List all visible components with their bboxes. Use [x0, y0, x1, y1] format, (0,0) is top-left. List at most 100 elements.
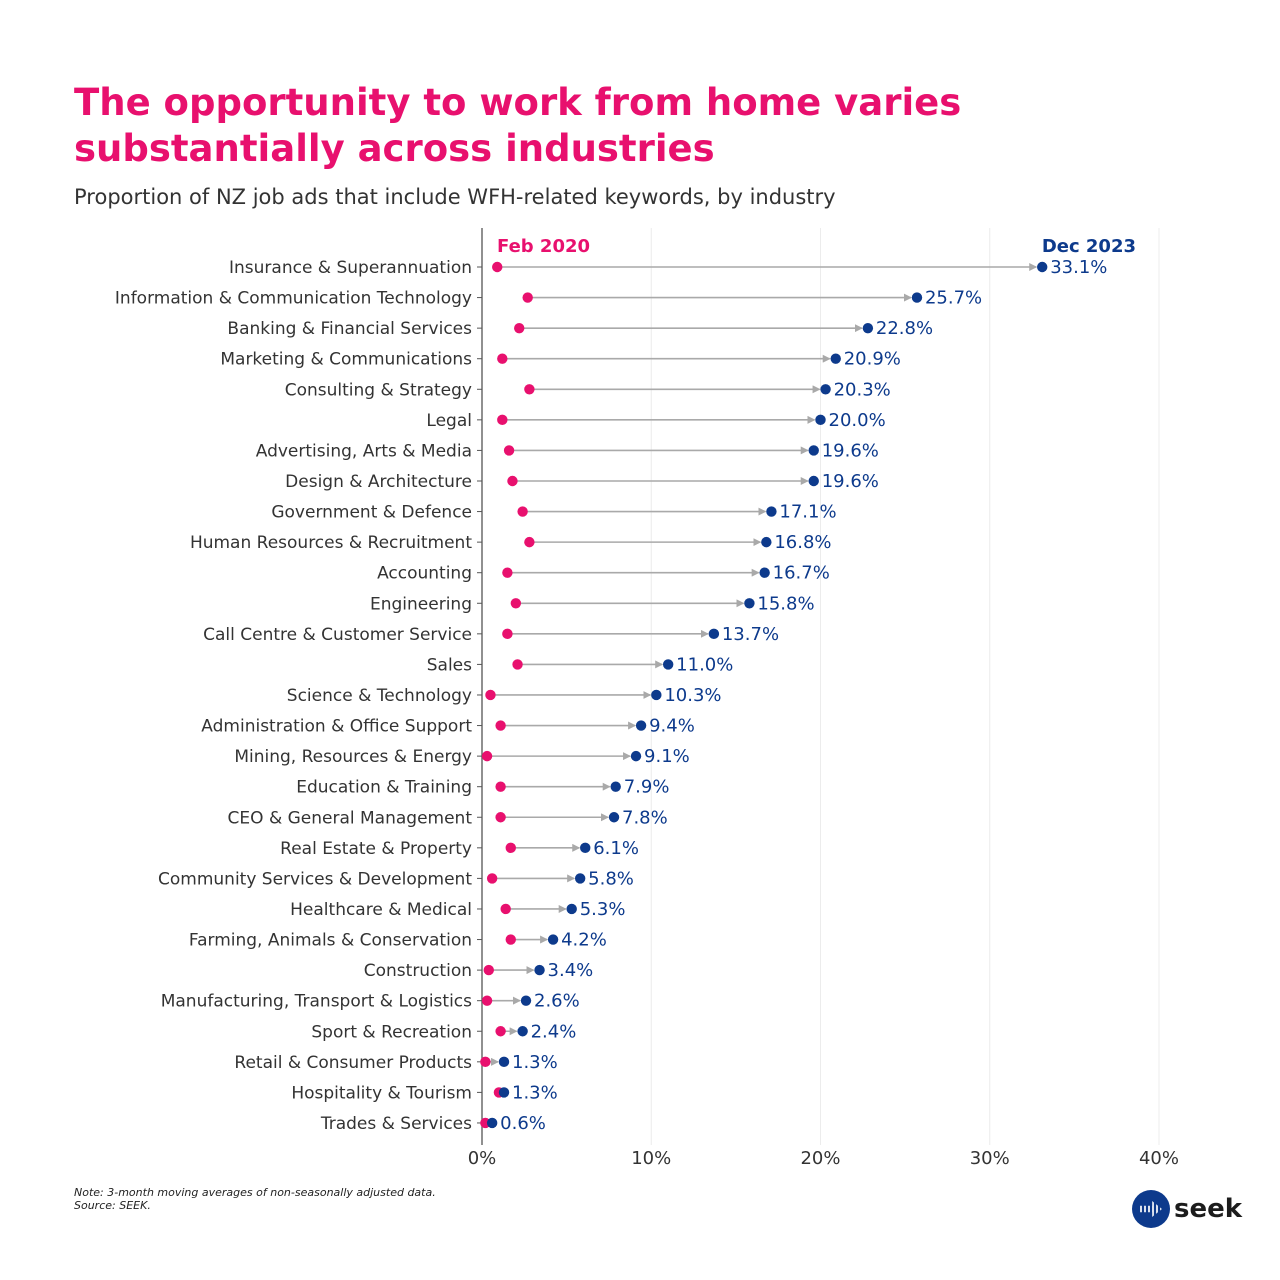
dec-2023-point [580, 842, 591, 854]
dec-2023-value-label: 9.1% [644, 746, 690, 767]
feb-2020-point [500, 903, 511, 915]
feb-2020-point [485, 689, 496, 701]
dec-2023-value-label: 10.3% [664, 685, 721, 706]
dec-2023-point [815, 414, 826, 426]
x-tick-label: 40% [1139, 1148, 1179, 1169]
category-label: Retail & Consumer Products [234, 1053, 472, 1073]
x-tick-label: 30% [970, 1148, 1010, 1169]
feb-2020-point [507, 475, 518, 487]
category-label: Marketing & Communications [220, 350, 472, 370]
dec-2023-point [547, 934, 559, 945]
dec-2023-point [651, 689, 662, 701]
dec-2023-value-label: 3.4% [548, 960, 594, 981]
dec-2023-value-label: 5.3% [580, 899, 626, 920]
category-label: Advertising, Arts & Media [256, 441, 472, 461]
feb-2020-point [495, 1026, 506, 1037]
category-label: Farming, Animals & Conservation [189, 931, 472, 951]
dec-2023-value-label: 7.9% [624, 777, 670, 798]
category-label: Mining, Resources & Energy [234, 747, 472, 767]
feb-2020-point [481, 750, 493, 762]
x-tick-label: 10% [631, 1148, 671, 1169]
source-text: Source: SEEK. [74, 1199, 151, 1212]
dec-2023-value-label: 16.7% [773, 563, 830, 584]
dec-2023-value-label: 4.2% [561, 930, 607, 951]
dec-2023-value-label: 1.3% [512, 1052, 558, 1073]
legend-feb-2020: Feb 2020 [497, 236, 590, 257]
dec-2023-point [574, 873, 586, 884]
footnote: Note: 3-month moving averages of non-sea… [74, 1186, 436, 1212]
feb-2020-point [514, 322, 525, 334]
dec-2023-point [517, 1026, 528, 1037]
category-label: Banking & Financial Services [227, 319, 472, 339]
feb-2020-point [497, 353, 508, 364]
dec-2023-value-label: 11.0% [676, 654, 733, 675]
dec-2023-point [635, 720, 647, 731]
dec-2023-point [911, 292, 923, 303]
dec-2023-point [608, 812, 620, 823]
category-label: Accounting [377, 564, 472, 584]
dec-2023-point [759, 567, 770, 578]
dec-2023-value-label: 20.9% [844, 349, 901, 370]
category-label: CEO & General Management [228, 808, 473, 828]
dec-2023-point [520, 995, 532, 1006]
category-label: Healthcare & Medical [290, 900, 472, 920]
category-label: Community Services & Development [158, 869, 472, 889]
dec-2023-value-label: 13.7% [722, 624, 779, 645]
dec-2023-point [744, 598, 755, 609]
feb-2020-point [486, 873, 498, 884]
category-label: Consulting & Strategy [285, 380, 472, 400]
chart-title: The opportunity to work from home varies… [74, 81, 962, 170]
category-label: Construction [364, 961, 472, 981]
feb-2020-point [512, 659, 523, 670]
category-label: Manufacturing, Transport & Logistics [161, 992, 472, 1012]
feb-2020-point [497, 414, 508, 426]
dec-2023-value-label: 1.3% [512, 1082, 558, 1103]
dec-2023-point [808, 445, 819, 456]
dec-2023-point [830, 353, 841, 364]
category-label: Trades & Services [320, 1114, 472, 1134]
category-label: Sport & Recreation [311, 1022, 472, 1042]
category-label: Engineering [370, 594, 472, 614]
dec-2023-value-label: 33.1% [1050, 257, 1107, 278]
dec-2023-point [766, 506, 777, 517]
dec-2023-point [862, 322, 874, 334]
dec-2023-value-label: 2.4% [531, 1021, 577, 1042]
dec-2023-value-label: 17.1% [779, 502, 836, 523]
dec-2023-point [498, 1087, 510, 1098]
feb-2020-point [480, 1056, 491, 1068]
dec-2023-point [761, 536, 772, 548]
feb-2020-point [481, 995, 493, 1006]
dec-2023-value-label: 22.8% [876, 318, 933, 339]
dec-2023-value-label: 15.8% [757, 593, 814, 614]
category-label: Insurance & Superannuation [229, 258, 472, 278]
feb-2020-point [492, 261, 503, 273]
category-label: Human Resources & Recruitment [190, 533, 472, 553]
dec-2023-value-label: 20.3% [834, 379, 891, 400]
category-label: Science & Technology [287, 686, 472, 706]
seek-logo: seek [1132, 1190, 1242, 1228]
feb-2020-point [517, 506, 528, 517]
chart-subtitle: Proportion of NZ job ads that include WF… [74, 185, 836, 209]
dec-2023-value-label: 19.6% [822, 471, 879, 492]
dec-2023-value-label: 20.0% [829, 410, 886, 431]
dec-2023-point [486, 1117, 498, 1129]
dec-2023-point [630, 750, 642, 762]
dec-2023-point [1037, 261, 1048, 273]
dec-2023-value-label: 9.4% [649, 716, 695, 737]
category-label: Information & Communication Technology [115, 289, 472, 309]
dec-2023-point [566, 903, 577, 915]
category-label: Sales [427, 655, 472, 675]
feb-2020-point [505, 842, 516, 854]
feb-2020-point [522, 292, 533, 303]
dec-2023-value-label: 7.8% [622, 807, 668, 828]
dec-2023-point [708, 628, 720, 640]
feb-2020-point [503, 445, 515, 456]
feb-2020-point [502, 628, 513, 640]
dec-2023-point [808, 475, 819, 487]
dec-2023-value-label: 0.6% [500, 1113, 546, 1134]
category-label: Government & Defence [271, 503, 472, 523]
dec-2023-point [534, 964, 545, 976]
dec-2023-value-label: 19.6% [822, 440, 879, 461]
feb-2020-point [510, 598, 522, 609]
